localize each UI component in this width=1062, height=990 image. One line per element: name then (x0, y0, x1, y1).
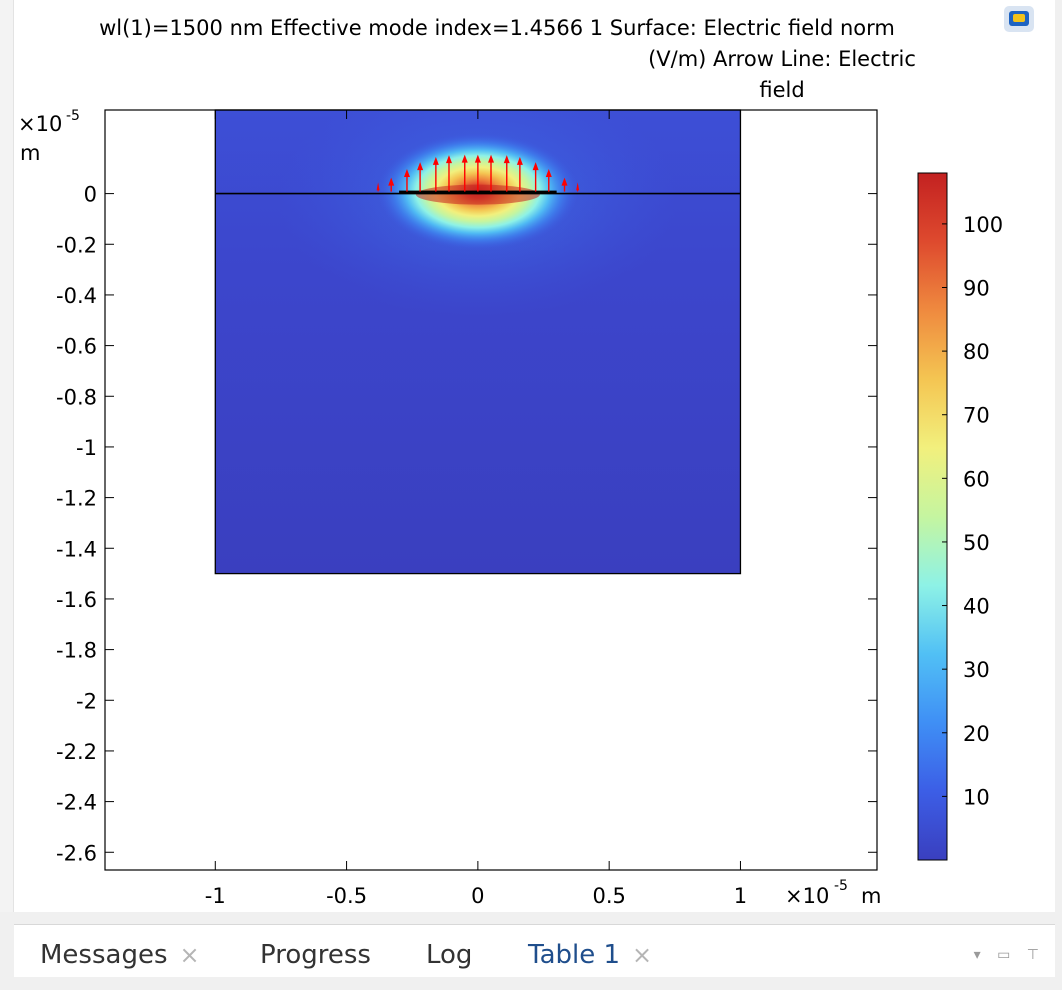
colorbar-tick-label: 20 (963, 722, 990, 746)
axes-frame (104, 109, 878, 871)
field-arrow-head (576, 182, 580, 191)
y-tick-label: -2.2 (56, 740, 97, 764)
colorbar-tick-label: 30 (963, 658, 990, 682)
field-arrow (503, 155, 510, 192)
tab-messages[interactable]: Messages × (40, 940, 200, 970)
y-tick-label: -0.6 (56, 335, 97, 359)
colorbar: 10 20 30 40 50 60 70 80 90 100 (917, 172, 1003, 861)
field-arrow-head (488, 154, 494, 163)
tab-messages-label: Messages (40, 940, 168, 970)
colorbar-tick-label: 50 (963, 531, 990, 555)
field-arrow (461, 154, 468, 192)
x-axis-unit: m (861, 884, 881, 908)
field-arrow (388, 177, 395, 192)
y-axis-unit: m (20, 141, 40, 165)
field-arrow-head (474, 154, 481, 163)
field-arrow (576, 182, 580, 192)
field-arrow-head (561, 177, 568, 186)
y-tick-label: -2.4 (56, 791, 97, 815)
mode-field-plot: wl(1)=1500 nm Effective mode index=1.456… (18, 16, 1003, 908)
y-tick-label: -0.8 (56, 385, 97, 409)
x-tick-label: -1 (205, 884, 226, 908)
y-axis-multiplier: ×10 -5 m (18, 108, 80, 165)
field-arrow (432, 156, 439, 192)
y-tick-label: -2 (76, 689, 97, 713)
y-tick-label: -1.8 (56, 639, 97, 663)
tab-table-1[interactable]: Table 1 × (528, 940, 652, 970)
y-tick-label: -1 (76, 436, 97, 460)
field-arrow-head (545, 169, 552, 178)
tab-table-1-label: Table 1 (528, 940, 621, 970)
x-axis-multiplier: ×10 -5 m (785, 878, 881, 908)
y-tick-label: -1.2 (56, 487, 97, 511)
field-arrow (545, 169, 552, 192)
colorbar-tick-label: 100 (963, 213, 1003, 237)
plot-area: -1 -0.5 0 0.5 1 0 -0.2 -0.4 -0.6 -0.8 -1 -1.2 -1.4 -1… (56, 109, 878, 908)
field-arrow-head (417, 162, 424, 171)
y-tick-label: -2.6 (56, 841, 97, 865)
field-arrow-head (445, 155, 452, 164)
plot-title-line1: wl(1)=1500 nm Effective mode index=1.456… (99, 16, 895, 40)
field-arrow (417, 162, 424, 192)
tab-log[interactable]: Log (426, 940, 472, 970)
field-arrow (561, 177, 568, 192)
y-multiplier-label: ×10 (18, 112, 62, 136)
field-arrow (376, 182, 380, 192)
field-arrow (488, 154, 494, 192)
colorbar-rect (917, 172, 948, 861)
field-arrow-head (432, 156, 439, 165)
x-multiplier-label: ×10 (785, 884, 829, 908)
x-multiplier-exponent: -5 (834, 878, 848, 894)
tab-log-label: Log (426, 940, 473, 970)
field-arrow-head (532, 162, 539, 171)
colorbar-tick-label: 70 (963, 404, 990, 428)
colorbar-tick-label: 80 (963, 340, 990, 364)
y-tick-label: -1.4 (56, 537, 97, 561)
y-tick-label: -1.6 (56, 588, 97, 612)
field-arrow (403, 169, 410, 192)
y-tick-label: -0.4 (56, 284, 97, 308)
left-panel-edge (0, 0, 14, 912)
field-core (415, 184, 540, 205)
bottom-tab-bar: Messages × Progress Log Table 1 × ▾ ▭ ⊤ (14, 924, 1055, 977)
colorbar-tick-label: 90 (963, 277, 990, 301)
x-tick-label: -0.5 (326, 884, 367, 908)
tab-progress[interactable]: Progress (260, 940, 371, 970)
y-tick-label: 0 (84, 183, 97, 207)
field-arrow (532, 162, 539, 192)
x-tick-label: 0 (471, 884, 484, 908)
field-arrow (445, 155, 452, 192)
x-tick-label: 0.5 (592, 884, 625, 908)
field-arrow-head (403, 169, 410, 178)
field-arrow-head (388, 177, 395, 186)
plot-title-line3: field (759, 78, 804, 102)
field-arrow (474, 154, 481, 192)
x-tick-label: 1 (734, 884, 747, 908)
tab-messages-close-icon[interactable]: × (179, 941, 200, 969)
y-tick-label: -0.2 (56, 233, 97, 257)
field-surface (215, 110, 741, 574)
tab-table-1-close-icon[interactable]: × (632, 941, 653, 969)
metal-strip (399, 190, 557, 194)
y-multiplier-exponent: -5 (66, 108, 80, 124)
colorbar-tick-label: 40 (963, 595, 990, 619)
field-arrow-head (503, 155, 510, 164)
field-arrow-head (376, 182, 380, 191)
panel-window-controls[interactable]: ▾ ▭ ⊤ (973, 947, 1045, 963)
comsol-app-icon[interactable] (1002, 4, 1036, 34)
tab-progress-label: Progress (260, 940, 371, 970)
field-arrow-head (516, 156, 523, 165)
field-arrow (516, 156, 523, 192)
colorbar-tick-label: 10 (963, 785, 990, 809)
plot-title-line2: (V/m) Arrow Line: Electric (648, 47, 916, 71)
field-arrow-head (461, 154, 468, 163)
colorbar-tick-label: 60 (963, 467, 990, 491)
